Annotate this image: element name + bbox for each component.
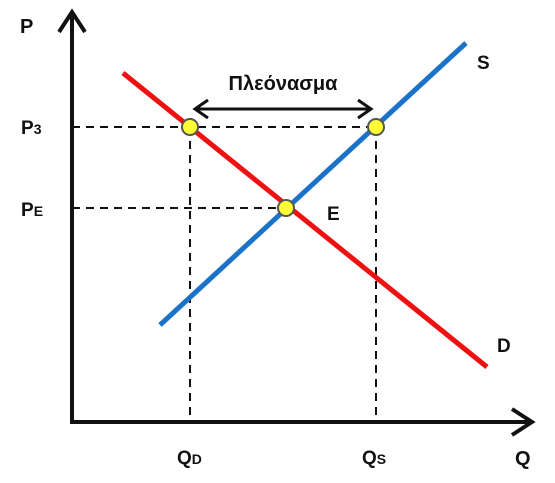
qty-demanded-label: QD	[177, 448, 202, 469]
surplus-arrow-right-icon	[357, 98, 374, 120]
point-quantity-supplied	[367, 118, 385, 136]
axes	[57, 8, 536, 437]
qty-supplied-label: QS	[362, 448, 386, 469]
demand-label: D	[497, 336, 511, 357]
axis-y-label: P	[20, 16, 33, 38]
price-high-label: P3	[21, 118, 42, 139]
x-axis-arrow-icon	[510, 407, 536, 437]
y-axis-arrow-icon	[57, 8, 87, 34]
demand-curve	[121, 71, 489, 369]
surplus-arrow	[192, 98, 374, 120]
supply-label: S	[477, 53, 490, 74]
point-quantity-demanded	[181, 118, 199, 136]
equilibrium-label: E	[327, 204, 340, 225]
price-eq-label: PE	[21, 200, 43, 221]
supply-curve	[158, 41, 468, 327]
point-equilibrium	[277, 199, 295, 217]
surplus-arrow-left-icon	[192, 98, 209, 120]
axis-x-label: Q	[515, 448, 531, 470]
surplus-label: Πλεόνασμα	[229, 73, 339, 95]
